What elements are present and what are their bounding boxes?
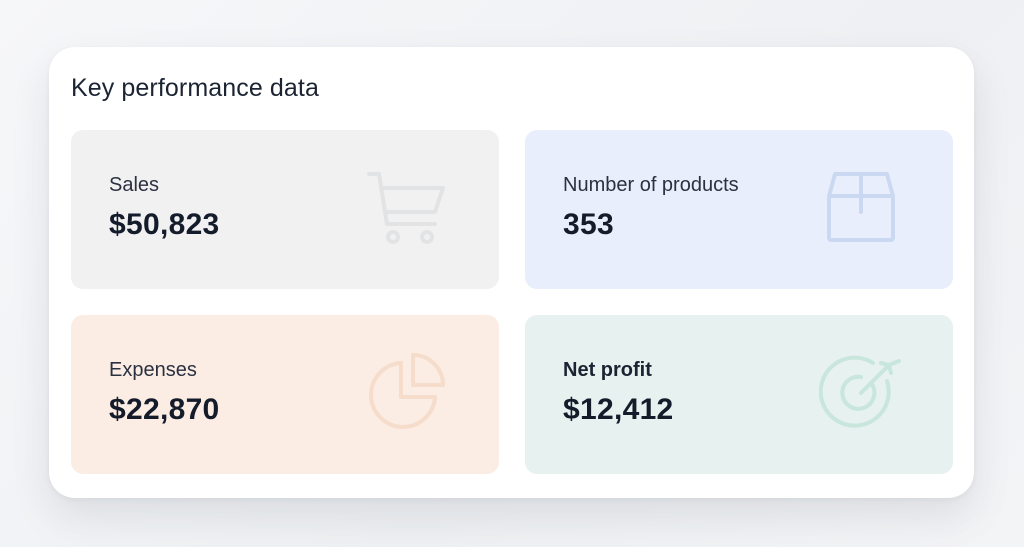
kpi-value: $22,870: [109, 393, 220, 426]
kpi-label: Sales: [109, 174, 160, 196]
kpi-label: Number of products: [563, 174, 739, 196]
kpi-grid: Sales $50,823 Number of products 353: [71, 130, 953, 474]
pie-chart-icon: [365, 351, 449, 435]
panel-title: Key performance data: [71, 74, 319, 102]
kpi-value: $12,412: [563, 393, 674, 426]
kpi-label: Net profit: [563, 359, 652, 381]
kpi-tile-products: Number of products 353: [525, 130, 953, 289]
box-icon: [819, 166, 903, 250]
shopping-cart-icon: [365, 166, 449, 250]
target-icon: [819, 351, 903, 435]
kpi-tile-net-profit: Net profit $12,412: [525, 315, 953, 474]
kpi-value: 353: [563, 208, 614, 241]
kpi-tile-sales: Sales $50,823: [71, 130, 499, 289]
kpi-panel: Key performance data Sales $50,823 Numbe…: [49, 47, 974, 498]
kpi-tile-expenses: Expenses $22,870: [71, 315, 499, 474]
kpi-label: Expenses: [109, 359, 197, 381]
kpi-value: $50,823: [109, 208, 220, 241]
